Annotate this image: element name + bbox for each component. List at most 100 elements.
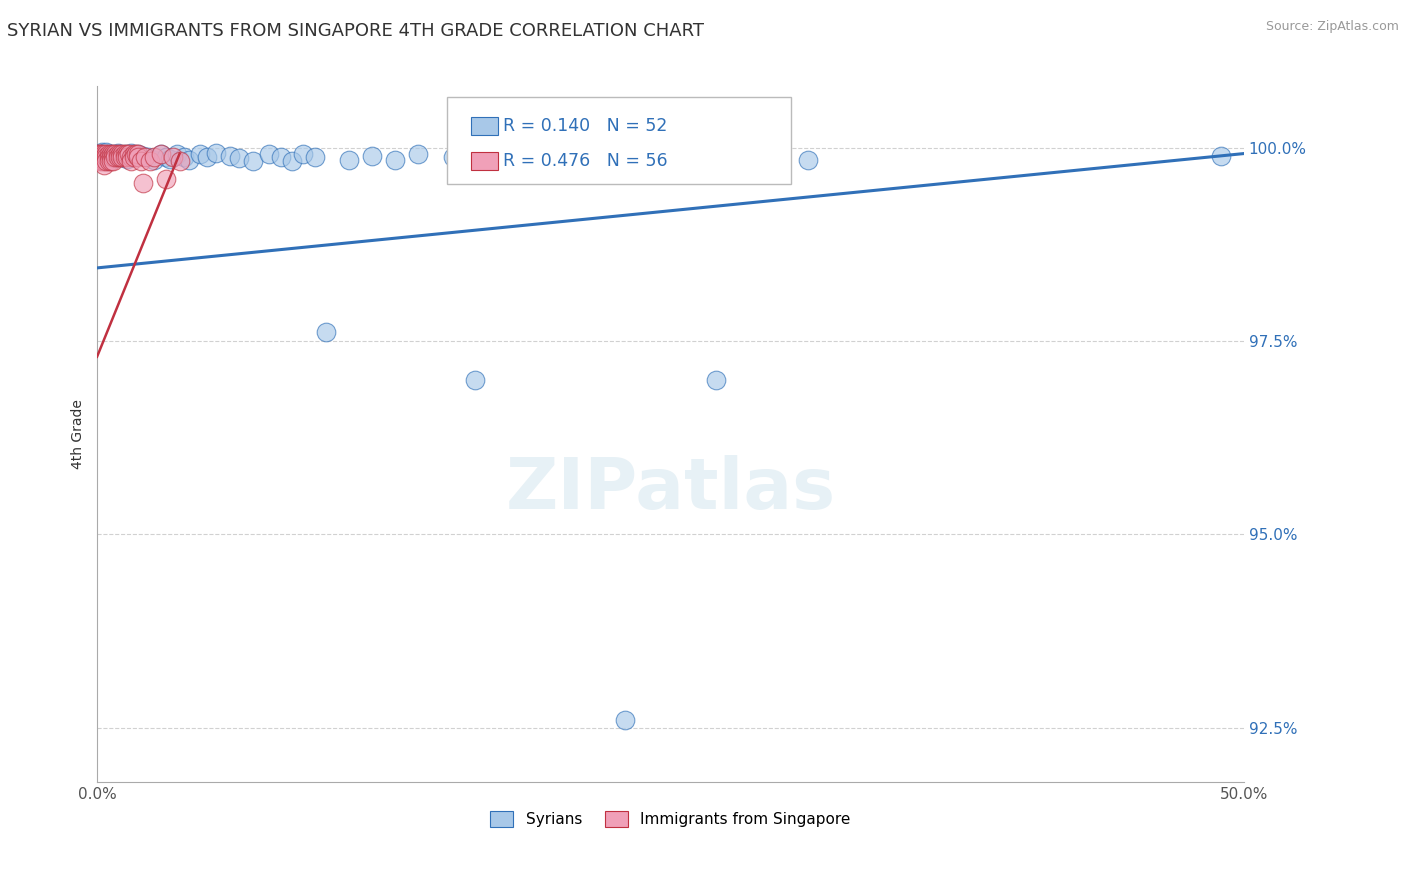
Point bbox=[195, 150, 218, 164]
Point bbox=[90, 154, 112, 169]
Point bbox=[96, 146, 118, 161]
Y-axis label: 4th Grade: 4th Grade bbox=[72, 399, 86, 469]
Point bbox=[613, 713, 636, 727]
Point bbox=[228, 151, 250, 165]
Point bbox=[499, 149, 522, 163]
Point bbox=[143, 150, 166, 164]
Point bbox=[127, 146, 149, 161]
Point bbox=[304, 150, 326, 164]
Point bbox=[281, 153, 304, 168]
Legend: Syrians, Immigrants from Singapore: Syrians, Immigrants from Singapore bbox=[484, 805, 856, 833]
Point bbox=[97, 147, 120, 161]
Text: R = 0.476   N = 56: R = 0.476 N = 56 bbox=[503, 152, 668, 170]
Point bbox=[104, 146, 127, 161]
Point bbox=[107, 146, 129, 161]
Point bbox=[139, 154, 162, 169]
Point bbox=[127, 150, 149, 164]
Point bbox=[115, 152, 138, 166]
FancyBboxPatch shape bbox=[471, 117, 498, 135]
Point bbox=[107, 150, 129, 164]
Text: R = 0.140   N = 52: R = 0.140 N = 52 bbox=[503, 117, 668, 135]
Point bbox=[89, 150, 111, 164]
FancyBboxPatch shape bbox=[471, 152, 498, 170]
Point bbox=[125, 146, 148, 161]
Point bbox=[93, 153, 115, 167]
Text: Source: ZipAtlas.com: Source: ZipAtlas.com bbox=[1265, 20, 1399, 33]
Point bbox=[751, 150, 773, 164]
Point bbox=[120, 150, 142, 164]
Point bbox=[93, 150, 115, 164]
Point bbox=[205, 145, 228, 160]
Point bbox=[104, 151, 127, 165]
Point bbox=[89, 146, 111, 161]
Point bbox=[100, 154, 122, 169]
Text: ZIPatlas: ZIPatlas bbox=[505, 455, 835, 524]
Point bbox=[270, 150, 292, 164]
Point bbox=[155, 150, 177, 164]
Point bbox=[115, 150, 138, 164]
Point bbox=[89, 154, 111, 169]
Point bbox=[93, 149, 115, 163]
Point bbox=[101, 146, 124, 161]
Point bbox=[111, 150, 134, 164]
Point bbox=[219, 149, 242, 163]
Point bbox=[659, 150, 682, 164]
Point bbox=[114, 150, 136, 164]
Point bbox=[90, 145, 112, 159]
Point bbox=[464, 373, 486, 387]
Point bbox=[90, 146, 112, 161]
Point bbox=[115, 146, 138, 161]
Point bbox=[315, 325, 337, 339]
Point bbox=[101, 146, 124, 161]
Point bbox=[96, 150, 118, 164]
Point bbox=[108, 150, 131, 164]
Point bbox=[100, 150, 122, 164]
Point bbox=[87, 153, 110, 167]
Point bbox=[87, 150, 110, 164]
Point bbox=[579, 146, 602, 161]
Point bbox=[704, 373, 727, 387]
Point bbox=[114, 146, 136, 161]
Point bbox=[177, 153, 200, 167]
Point bbox=[361, 149, 384, 163]
Point bbox=[337, 153, 360, 167]
Point bbox=[169, 154, 191, 169]
Point bbox=[96, 145, 118, 159]
Point bbox=[118, 146, 141, 161]
Point bbox=[107, 145, 129, 160]
Point bbox=[406, 146, 429, 161]
Point bbox=[108, 146, 131, 161]
Point bbox=[292, 146, 315, 161]
Point bbox=[257, 146, 280, 161]
Point bbox=[111, 150, 134, 164]
Point bbox=[132, 149, 155, 163]
Point bbox=[242, 153, 264, 168]
Point bbox=[89, 150, 111, 164]
Point bbox=[155, 172, 177, 186]
Point bbox=[101, 154, 124, 169]
Point bbox=[120, 154, 142, 169]
Point bbox=[797, 153, 820, 167]
Point bbox=[162, 150, 184, 164]
Point bbox=[97, 146, 120, 161]
Point bbox=[150, 146, 173, 161]
Point bbox=[384, 153, 406, 167]
Point bbox=[544, 153, 567, 167]
Point bbox=[159, 152, 181, 166]
Point bbox=[100, 150, 122, 164]
Point bbox=[136, 150, 159, 164]
Point bbox=[93, 146, 115, 161]
Text: SYRIAN VS IMMIGRANTS FROM SINGAPORE 4TH GRADE CORRELATION CHART: SYRIAN VS IMMIGRANTS FROM SINGAPORE 4TH … bbox=[7, 22, 704, 40]
Point bbox=[89, 146, 111, 161]
Point bbox=[122, 150, 145, 164]
Point bbox=[96, 154, 118, 169]
Point bbox=[90, 150, 112, 164]
Point bbox=[93, 158, 115, 172]
Point bbox=[97, 154, 120, 169]
Point bbox=[97, 150, 120, 164]
FancyBboxPatch shape bbox=[447, 97, 790, 184]
Point bbox=[120, 145, 142, 160]
Point bbox=[93, 154, 115, 169]
Point bbox=[87, 146, 110, 161]
Point bbox=[1209, 149, 1232, 163]
